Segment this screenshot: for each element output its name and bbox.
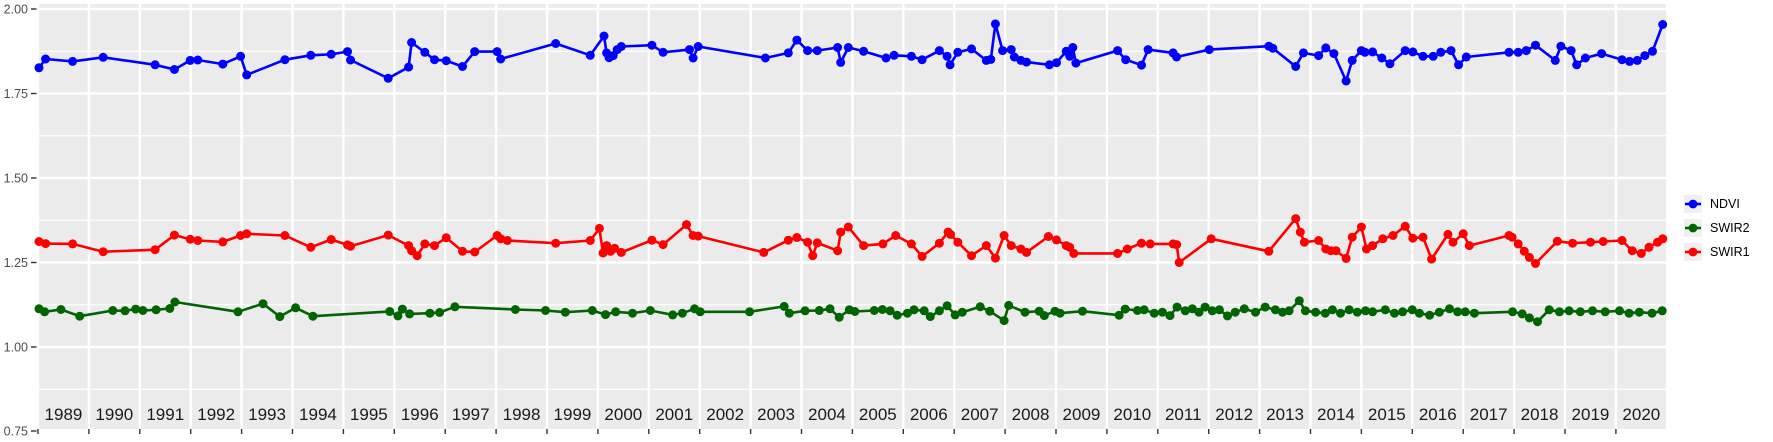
x-tick-label: 1991 [146, 405, 184, 424]
x-tick-label: 2015 [1368, 405, 1406, 424]
x-tick-label: 2003 [757, 405, 795, 424]
x-tick-label: 1999 [554, 405, 592, 424]
legend-label-ndvi: NDVI [1710, 197, 1740, 211]
y-tick-label: 2.00 [4, 3, 28, 17]
x-tick-label: 2005 [859, 405, 897, 424]
x-tick-label: 1997 [452, 405, 490, 424]
legend-label-swir2: SWIR2 [1710, 221, 1750, 235]
legend-key-swir2 [1684, 219, 1702, 237]
x-tick-label: 2014 [1317, 405, 1355, 424]
x-tick-label: 2020 [1622, 405, 1660, 424]
x-tick-label: 2018 [1521, 405, 1559, 424]
y-tick-label: 1.75 [4, 87, 28, 101]
x-tick-label: 2008 [1012, 405, 1050, 424]
x-tick-label: 1998 [503, 405, 541, 424]
x-tick-label: 1992 [197, 405, 235, 424]
x-tick-label: 2007 [961, 405, 999, 424]
legend-item-swir2: SWIR2 [1684, 219, 1750, 237]
x-tick-label: 2011 [1165, 405, 1202, 424]
x-axis-ticks [37, 429, 1617, 434]
x-tick-label: 2019 [1572, 405, 1610, 424]
x-tick-label: 1996 [401, 405, 439, 424]
x-tick-label: 1993 [248, 405, 286, 424]
y-tick-label: 1.50 [4, 172, 28, 186]
series-ndvi [34, 19, 1668, 86]
x-tick-label: 2002 [706, 405, 744, 424]
legend-label-swir1: SWIR1 [1710, 245, 1750, 259]
y-tick-label: 0.75 [4, 425, 28, 439]
x-tick-label: 2004 [808, 405, 846, 424]
legend-key-ndvi [1684, 195, 1702, 213]
series-swir1 [34, 214, 1668, 268]
y-tick-label: 1.00 [4, 341, 28, 355]
x-tick-label: 2006 [910, 405, 948, 424]
legend-item-swir1: SWIR1 [1684, 243, 1750, 261]
x-tick-label: 1995 [350, 405, 388, 424]
x-tick-label: 2001 [655, 405, 693, 424]
x-tick-label: 2016 [1419, 405, 1457, 424]
x-axis-year-labels: 1989 1990 1991 1992 1993 1994 1995 1996 1997 1998… [45, 405, 1661, 424]
legend-key-swir1 [1684, 243, 1702, 261]
x-tick-label: 2000 [604, 405, 642, 424]
y-axis: 2.00 1.75 1.50 1.25 1.00 0.75 [4, 3, 37, 439]
x-tick-label: 2012 [1215, 405, 1253, 424]
gridlines-years [36, 4, 1618, 429]
y-tick-label: 1.25 [4, 256, 28, 270]
x-tick-label: 1994 [299, 405, 337, 424]
x-tick-label: 2013 [1266, 405, 1304, 424]
legend-item-ndvi: NDVI [1684, 195, 1750, 213]
x-tick-label: 2010 [1113, 405, 1151, 424]
x-tick-label: 1989 [45, 405, 83, 424]
chart-legend: NDVI SWIR2 SWIR1 [1684, 195, 1750, 261]
series-line-swir1 [37, 217, 1664, 265]
x-tick-label: 2009 [1063, 405, 1101, 424]
x-tick-label: 2017 [1470, 405, 1508, 424]
series-swir2 [34, 296, 1667, 327]
x-tick-label: 1990 [95, 405, 133, 424]
